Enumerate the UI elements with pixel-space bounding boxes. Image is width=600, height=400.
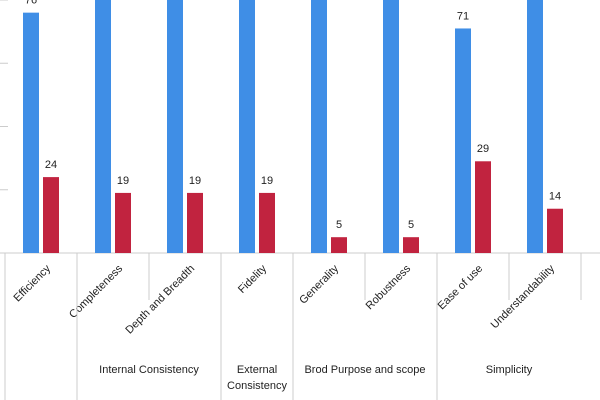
- value-label: 5: [408, 219, 414, 231]
- group-label: External Consistency: [227, 364, 287, 392]
- x-tick-label: Efficiency: [12, 262, 54, 304]
- x-tick-label: Understandability: [489, 262, 558, 331]
- bar: [403, 237, 419, 253]
- value-label: 19: [189, 175, 201, 187]
- bar: [115, 192, 131, 253]
- bar: [23, 12, 39, 254]
- value-label: 14: [549, 191, 561, 203]
- group-label: Internal Consistency: [99, 364, 199, 376]
- bar: [259, 192, 275, 253]
- x-tick-label: Depth and Breadth: [123, 263, 197, 337]
- bar: [95, 0, 111, 254]
- bar: [547, 208, 563, 253]
- x-tick-label: Fidelity: [236, 262, 269, 295]
- value-label: 5: [336, 219, 342, 231]
- bar: [331, 237, 347, 253]
- value-label: 76: [25, 0, 37, 7]
- bar: [527, 0, 543, 254]
- value-label: 29: [477, 143, 489, 155]
- bar: [167, 0, 183, 254]
- bar: [475, 161, 491, 253]
- x-tick-label: Generality: [297, 262, 341, 306]
- x-tick-label: Completeness: [67, 262, 126, 321]
- x-tick-label: Ease of use: [436, 263, 486, 313]
- bar: [43, 177, 59, 253]
- bar: [239, 0, 255, 254]
- bar: [311, 0, 327, 253]
- value-label: 71: [457, 10, 469, 22]
- value-label: 24: [45, 159, 57, 171]
- bar: [187, 192, 203, 253]
- group-label: Brod Purpose and scope: [304, 364, 426, 376]
- bar: [383, 0, 399, 253]
- x-tick-label: Robustness: [364, 262, 414, 312]
- value-label: 19: [117, 175, 129, 187]
- value-label: 19: [261, 175, 273, 187]
- group-label: Simplicity: [485, 364, 533, 376]
- bar: [455, 28, 471, 254]
